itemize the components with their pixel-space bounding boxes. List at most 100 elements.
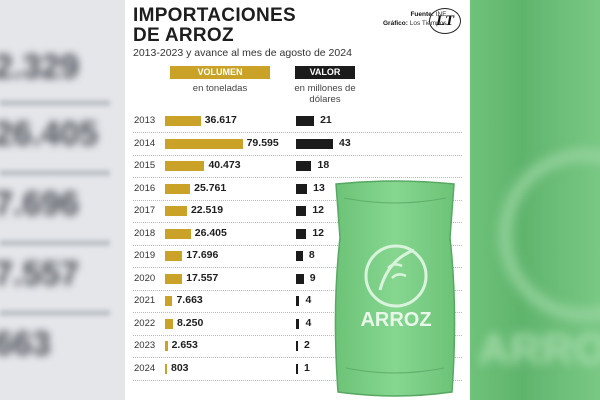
chart-row-2018: 2018 26.405 12: [125, 225, 470, 246]
valor-bar: [296, 138, 333, 149]
category-label: 2022: [134, 317, 156, 329]
volumen-bar: [165, 116, 201, 126]
volumen-value-label: 25.761: [194, 181, 227, 194]
chart-row-2013: 2013 36.617 21: [125, 112, 470, 133]
volumen-bar: [165, 251, 183, 261]
category-label: 2021: [134, 295, 156, 306]
row-separator: [133, 244, 462, 246]
volumen-bar: [165, 161, 205, 171]
valor-bar: [296, 273, 304, 284]
volumen-bar: [165, 318, 174, 329]
category-label: 2017: [134, 205, 156, 216]
volumen-bar: [165, 341, 168, 351]
volumen-bar: [165, 228, 191, 239]
ghost-separator: [0, 310, 110, 316]
category-label: 2015: [134, 160, 156, 171]
chart-title-line-2: DE ARROZ: [133, 25, 234, 46]
graphic-label: Gráfico:: [383, 20, 408, 27]
valor-value-label: 21: [320, 114, 332, 126]
category-label: 2020: [134, 272, 156, 284]
category-label: 2016: [134, 182, 156, 194]
row-separator: [133, 357, 462, 358]
volumen-value-label: 17.557: [186, 271, 219, 284]
row-separator: [133, 222, 462, 223]
blurred-background-left: 2.329 26.405 7.696 7.557 663: [0, 0, 125, 400]
newspaper-logo: LT: [429, 8, 461, 34]
ghost-number: 7.696: [0, 185, 80, 223]
valor-value-label: 13: [313, 181, 325, 194]
volumen-unit: en toneladas: [192, 83, 248, 94]
valor-unit: en millones de dólares: [294, 83, 356, 105]
volumen-bar: [165, 273, 183, 284]
valor-bar: [296, 228, 307, 239]
legend-volumen: VOLUMEN: [170, 66, 270, 79]
ghost-separator: [0, 100, 110, 106]
valor-bar: [296, 116, 315, 126]
volumen-value-label: 40.473: [208, 159, 241, 171]
source-label: Fuente:: [410, 11, 434, 18]
rice-sack-image: ARROZ: [334, 180, 456, 397]
valor-bar: [296, 161, 312, 171]
graphic-value: Los Tiempos: [409, 20, 447, 27]
valor-value-label: 18: [317, 159, 330, 171]
row-separator: [133, 132, 462, 133]
valor-value-label: 4: [305, 316, 312, 329]
volumen-value-label: 17.696: [186, 249, 219, 261]
chart-row-2017: 2017 22.519 12: [125, 202, 470, 223]
category-label: 2018: [134, 227, 156, 239]
legend-valor: VALOR: [295, 66, 355, 79]
ghost-number: 663: [0, 325, 51, 363]
chart-row-2014: 2014 79.595 43: [125, 135, 470, 156]
volumen-bar: [165, 206, 187, 216]
category-label: 2014: [134, 137, 156, 149]
volumen-value-label: 36.617: [204, 114, 237, 126]
row-separator: [133, 312, 462, 313]
row-separator: [133, 289, 462, 291]
valor-bar: [296, 251, 303, 261]
chart-row-2022: 2022 8.250 4: [125, 315, 470, 336]
volumen-bar: [165, 183, 191, 194]
chart-row-2024: 2024 803 1: [125, 360, 470, 381]
volumen-value-label: 22.519: [190, 204, 224, 216]
row-separator: [133, 177, 462, 178]
volumen-value-label: 26.405: [194, 226, 227, 239]
valor-value-label: 4: [305, 294, 312, 306]
sack-label: ARROZ: [360, 309, 431, 331]
chart-title: IMPORTACIONES DE ARROZ: [133, 6, 296, 46]
valor-bar: [296, 318, 300, 329]
row-separator: [133, 267, 462, 268]
category-label: 2019: [134, 250, 156, 261]
volumen-bar: [165, 363, 167, 374]
ghost-number: 2.329: [0, 48, 80, 86]
ghost-sack-text: ARRO: [478, 325, 600, 374]
valor-value-label: 12: [312, 204, 324, 216]
chart-title-line-1: IMPORTACIONES: [133, 5, 296, 26]
volumen-bar: [165, 296, 173, 306]
chart-row-2016: 2016 25.761 13: [125, 180, 470, 201]
ghost-number: 26.405: [0, 115, 98, 153]
valor-value-label: 1: [304, 361, 310, 374]
valor-value-label: 8: [308, 249, 315, 261]
ghost-number: 7.557: [0, 255, 80, 293]
valor-bar: [296, 206, 307, 216]
volumen-value-label: 79.595: [246, 136, 279, 149]
row-separator: [133, 199, 462, 201]
valor-bar: [296, 341, 298, 351]
chart-row-2021: 2021 7.663 4: [125, 292, 470, 313]
volumen-value-label: 8.250: [177, 316, 204, 329]
blurred-background-right: ARRO: [470, 0, 600, 400]
chart-row-2023: 2023 2.653 2: [125, 337, 470, 358]
row-separator: [133, 154, 462, 156]
chart-row-2020: 2020 17.557 9: [125, 270, 470, 291]
ghost-separator: [0, 170, 110, 176]
volumen-value-label: 2.653: [171, 339, 198, 351]
valor-value-label: 2: [304, 339, 310, 351]
row-separator: [133, 334, 462, 336]
category-label: 2013: [134, 115, 156, 126]
valor-bar: [296, 183, 308, 194]
valor-value-label: 9: [309, 271, 316, 284]
category-label: 2024: [134, 362, 156, 374]
ghost-separator: [0, 240, 110, 246]
row-separator: [133, 379, 462, 381]
category-label: 2023: [134, 340, 156, 351]
